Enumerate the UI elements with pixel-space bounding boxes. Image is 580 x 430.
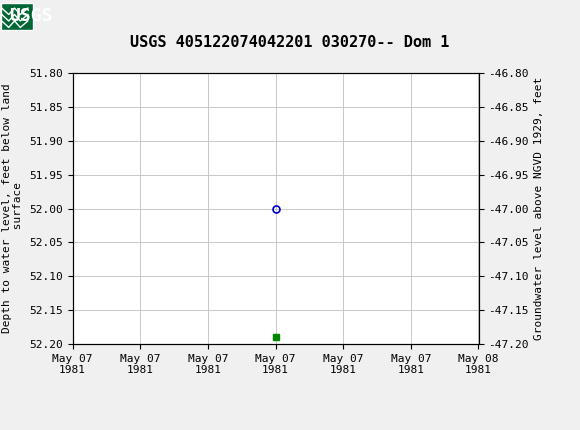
- Text: USGS 405122074042201 030270-- Dom 1: USGS 405122074042201 030270-- Dom 1: [130, 36, 450, 50]
- Bar: [1, 3, 33, 30]
- Y-axis label: Depth to water level, feet below land
 surface: Depth to water level, feet below land su…: [2, 84, 23, 333]
- Text: USGS: USGS: [9, 7, 52, 25]
- Y-axis label: Groundwater level above NGVD 1929, feet: Groundwater level above NGVD 1929, feet: [534, 77, 544, 340]
